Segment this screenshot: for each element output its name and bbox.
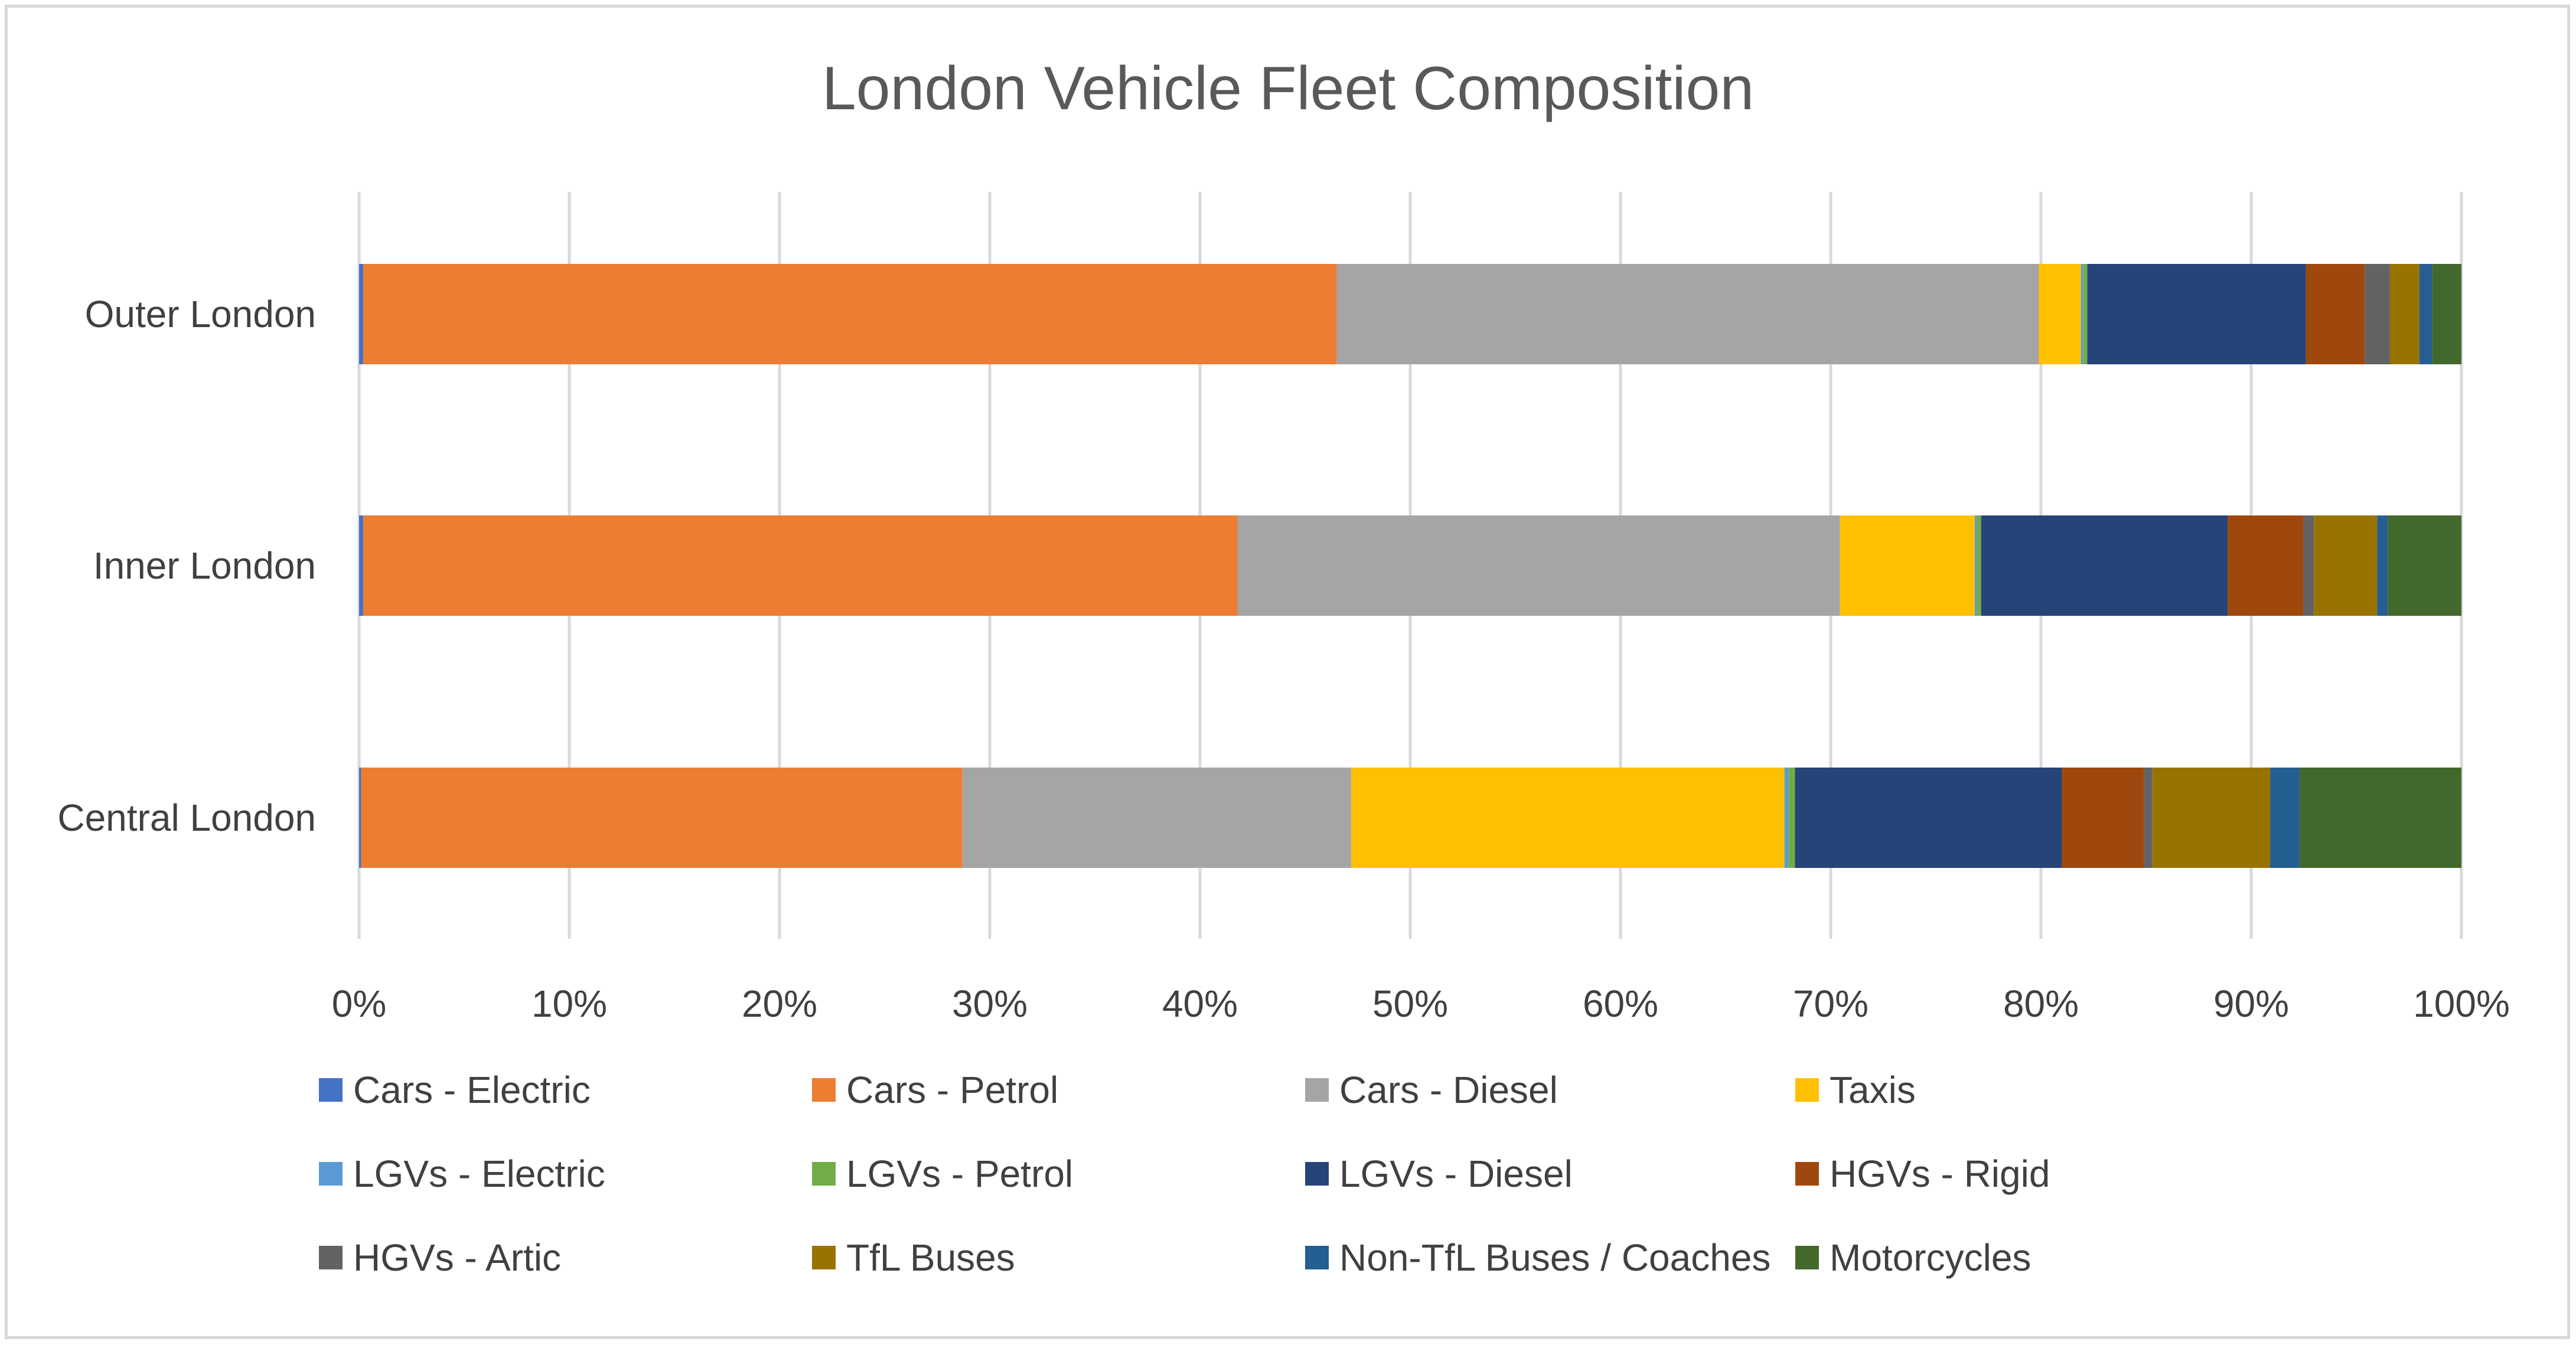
bar-segment [2432, 264, 2461, 364]
bar-segment [2388, 515, 2461, 616]
legend-swatch [812, 1078, 836, 1102]
legend-label: HGVs - Artic [353, 1236, 561, 1279]
category-label: Inner London [93, 544, 316, 587]
legend-item: Cars - Electric [319, 1069, 591, 1111]
legend-label: HGVs - Rigid [1830, 1153, 2050, 1195]
bar-segment [359, 264, 364, 364]
bar-segment [2144, 768, 2153, 868]
bar-segment [1351, 768, 1785, 868]
legend-swatch [1795, 1078, 1819, 1102]
y-axis-category-labels: Outer London Inner London Central London [57, 293, 316, 839]
x-tick-label: 10% [531, 982, 607, 1025]
legend-item: Cars - Diesel [1305, 1069, 1558, 1111]
legend-label: Non-TfL Buses / Coaches [1339, 1236, 1770, 1279]
legend-item: Motorcycles [1795, 1236, 2031, 1279]
legend-label: Taxis [1830, 1069, 1916, 1111]
category-label: Outer London [85, 293, 316, 335]
bar-segment [2228, 515, 2304, 616]
legend-swatch [1305, 1246, 1329, 1269]
bar-segment [359, 768, 361, 868]
bar-segment [363, 264, 1337, 364]
bar-segment [2081, 264, 2083, 364]
legend-swatch [812, 1246, 836, 1269]
bar-segment [2306, 264, 2365, 364]
bar-segment [2062, 768, 2144, 868]
legend-label: LGVs - Electric [353, 1153, 605, 1195]
x-tick-label: 30% [952, 982, 1028, 1025]
x-tick-label: 70% [1793, 982, 1869, 1025]
bar-segment [2087, 264, 2306, 364]
legend-item: Cars - Petrol [812, 1069, 1058, 1111]
legend-item: Taxis [1795, 1069, 1916, 1111]
bar-segment [2299, 768, 2461, 868]
legend-label: Cars - Electric [353, 1069, 591, 1111]
bar-segment [1336, 264, 2039, 364]
legend-label: Cars - Petrol [846, 1069, 1058, 1111]
chart-frame [5, 5, 2570, 1339]
legend: Cars - Electric Cars - Petrol Cars - Diese… [319, 1069, 2050, 1279]
bar-segment [2152, 768, 2271, 868]
bar-segment [2083, 264, 2088, 364]
bar-segment [2365, 264, 2390, 364]
category-label: Central London [57, 796, 316, 839]
bar-segment [1237, 515, 1840, 616]
bar-segment [2270, 768, 2300, 868]
legend-item: LGVs - Electric [319, 1153, 605, 1195]
bar-segment [361, 768, 963, 868]
bar-segment [1974, 515, 1977, 616]
legend-swatch [1305, 1162, 1329, 1186]
legend-swatch [1795, 1162, 1819, 1186]
legend-label: Motorcycles [1830, 1236, 2031, 1279]
bar-segment [1795, 768, 2062, 868]
x-tick-label: 60% [1583, 982, 1658, 1025]
x-tick-label: 100% [2413, 982, 2510, 1025]
legend-swatch [319, 1162, 343, 1186]
legend-swatch [1795, 1246, 1819, 1269]
legend-label: LGVs - Petrol [846, 1153, 1073, 1195]
bar-segment [1981, 515, 2228, 616]
bar-segment [2389, 264, 2420, 364]
x-tick-label: 20% [742, 982, 817, 1025]
x-tick-label: 90% [2213, 982, 2289, 1025]
legend-item: LGVs - Diesel [1305, 1153, 1573, 1195]
x-tick-label: 40% [1162, 982, 1238, 1025]
legend-label: LGVs - Diesel [1339, 1153, 1573, 1195]
bar-segment [1788, 768, 1795, 868]
bar-segment [2377, 515, 2388, 616]
legend-swatch [319, 1246, 343, 1269]
legend-item: TfL Buses [812, 1236, 1015, 1279]
bar-segments [359, 264, 2461, 868]
bar-segment [359, 515, 364, 616]
legend-label: Cars - Diesel [1339, 1069, 1558, 1111]
legend-item: HGVs - Artic [319, 1236, 561, 1279]
legend-swatch [1305, 1078, 1329, 1102]
bar-segment [1840, 515, 1975, 616]
bar-segment [1977, 515, 1981, 616]
bar-segment [2314, 515, 2378, 616]
bar-segment [962, 768, 1352, 868]
legend-swatch [319, 1078, 343, 1102]
bar-segment [1784, 768, 1789, 868]
x-tick-label: 50% [1372, 982, 1448, 1025]
bar-segment [2419, 264, 2432, 364]
x-axis-tick-labels: 0% 10% 20% 30% 40% 50% 60% 70% 80% 90% 100% [332, 982, 2510, 1025]
chart-title: London Vehicle Fleet Composition [822, 54, 1754, 123]
bar-segment [2039, 264, 2081, 364]
bar-segment [363, 515, 1238, 616]
legend-item: HGVs - Rigid [1795, 1153, 2050, 1195]
x-tick-label: 0% [332, 982, 387, 1025]
legend-item: LGVs - Petrol [812, 1153, 1073, 1195]
legend-label: TfL Buses [846, 1236, 1015, 1279]
legend-item: Non-TfL Buses / Coaches [1305, 1236, 1770, 1279]
legend-swatch [812, 1162, 836, 1186]
bar-segment [2303, 515, 2314, 616]
x-tick-label: 80% [2003, 982, 2079, 1025]
